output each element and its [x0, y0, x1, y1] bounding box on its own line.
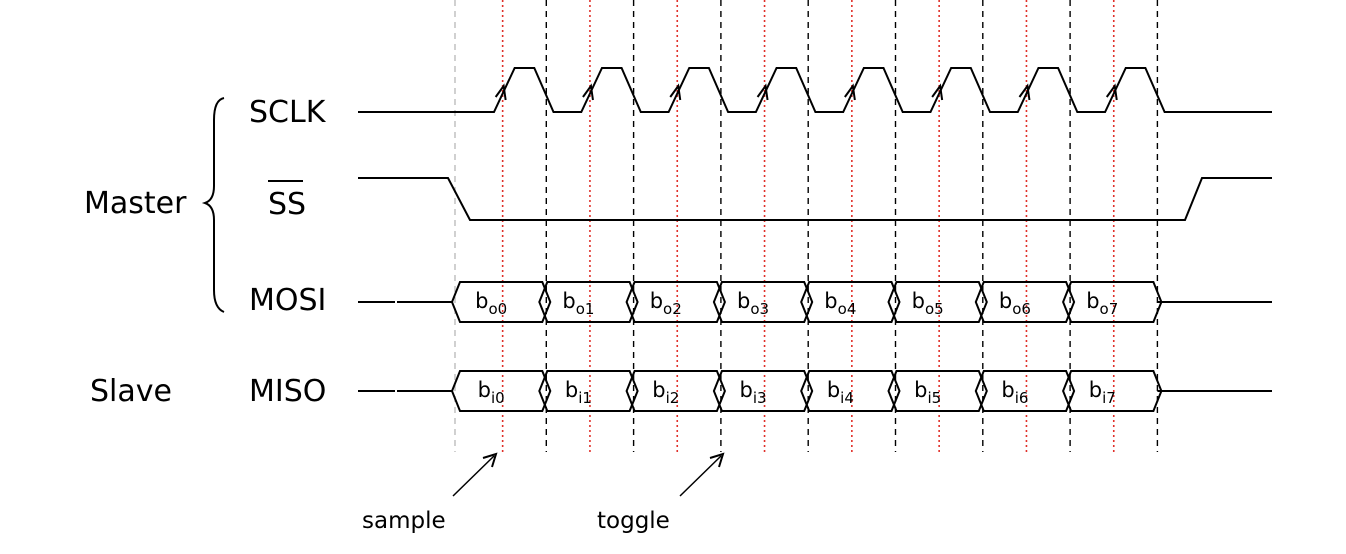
- rising-edge-arrow-icon: [669, 83, 682, 101]
- rising-edge-arrow-icon: [844, 83, 856, 101]
- mosi-bit-cell: [887, 281, 988, 323]
- mosi-bit-label: bo7: [1086, 289, 1118, 318]
- mosi-bit-label: bo4: [824, 289, 856, 318]
- miso-bit-label: bi0: [478, 378, 505, 407]
- mosi-bit-cell: [1062, 281, 1163, 323]
- mosi-bit-cell: [974, 281, 1076, 323]
- timing-guides: [454, 0, 1159, 452]
- rising-edge-arrow-icon: [756, 83, 769, 101]
- mosi-bit-cell: [800, 281, 901, 323]
- mosi-bit-label: bo6: [999, 289, 1031, 318]
- sclk-rising-edge-arrows: [494, 83, 1118, 101]
- toggle-annotation: toggle: [597, 508, 670, 534]
- master-group-label: Master: [84, 186, 187, 221]
- rising-edge-arrow-icon: [494, 83, 507, 101]
- sample-pointer-line: [452, 455, 495, 497]
- miso-bit-cell: [887, 370, 988, 412]
- mosi-bit-label: bo2: [650, 289, 682, 318]
- sample-annotation: sample: [362, 508, 446, 534]
- miso-bit-cell: [1062, 370, 1163, 412]
- mosi-bus: bo0 bo1 bo2 bo3 bo4 bo5 bo6 bo7: [358, 281, 1272, 323]
- mosi-bit-label: bo3: [737, 289, 769, 318]
- miso-bit-label: bi5: [914, 378, 941, 407]
- sclk-waveform: [358, 67, 1272, 113]
- rising-edge-arrow-icon: [582, 83, 594, 101]
- sample-arrow-icon: [482, 452, 498, 468]
- sclk-label: SCLK: [249, 95, 327, 130]
- mosi-bit-label: bo0: [475, 289, 507, 318]
- ss-label: SS: [268, 187, 306, 222]
- rising-edge-arrow-icon: [931, 83, 944, 101]
- miso-bit-label: bi1: [565, 378, 592, 407]
- rising-edge-arrow-icon: [1018, 83, 1031, 101]
- mosi-bit-cell: [538, 281, 639, 323]
- ss-waveform: [358, 177, 1272, 221]
- miso-bit-cell: [800, 370, 901, 412]
- miso-bit-label: bi7: [1089, 378, 1116, 407]
- miso-bit-label: bi2: [652, 378, 679, 407]
- miso-bit-label: bi4: [827, 378, 854, 407]
- rising-edge-arrow-icon: [1105, 83, 1118, 101]
- master-brace: [201, 97, 225, 313]
- mosi-bit-cell: [625, 281, 726, 323]
- toggle-arrow-icon: [709, 452, 725, 468]
- miso-bus: bi0 bi1 bi2 bi3 bi4 bi5 bi6 bi7: [358, 370, 1272, 412]
- miso-bit-label: bi3: [740, 378, 767, 407]
- miso-bit-cell: [974, 370, 1076, 412]
- toggle-pointer-line: [679, 455, 722, 497]
- mosi-bit-cell: [450, 281, 552, 323]
- miso-bit-cell: [712, 370, 814, 412]
- miso-bit-label: bi6: [1001, 378, 1028, 407]
- slave-group-label: Slave: [90, 374, 172, 409]
- mosi-label: MOSI: [249, 283, 326, 318]
- mosi-bit-label: bo5: [912, 289, 944, 318]
- miso-bit-cell: [625, 370, 726, 412]
- miso-bit-cell: [538, 370, 639, 412]
- mosi-bit-cell: [712, 281, 814, 323]
- miso-bit-cell: [450, 370, 552, 412]
- mosi-bit-label: bo1: [562, 289, 594, 318]
- miso-label: MISO: [249, 374, 326, 409]
